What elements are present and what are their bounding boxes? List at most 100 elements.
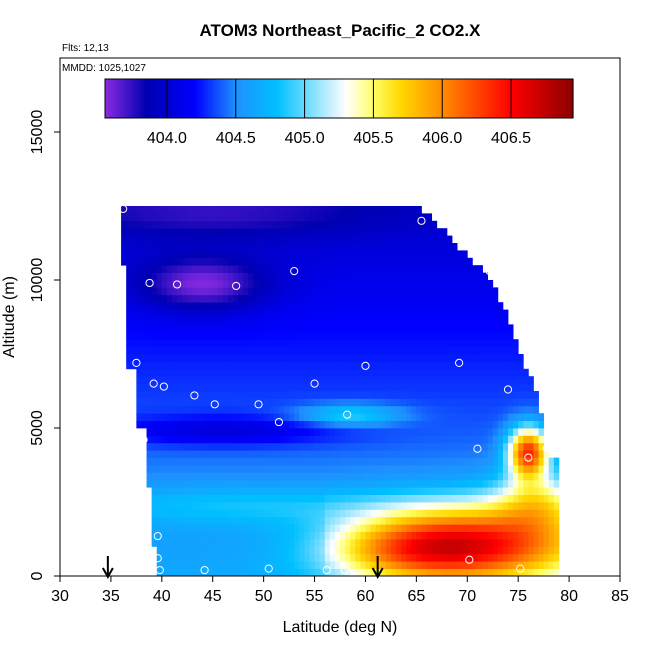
heatmap-cell	[314, 206, 321, 214]
heatmap-cell	[202, 442, 209, 451]
heatmap-cell	[446, 361, 453, 370]
colorbar-strip	[486, 79, 490, 118]
heatmap-cell	[299, 539, 305, 547]
heatmap-cell	[406, 494, 412, 503]
heatmap-cell	[212, 213, 219, 222]
heatmap-cell	[268, 472, 275, 481]
heatmap-cell	[421, 428, 427, 436]
heatmap-cell	[248, 516, 254, 525]
heatmap-cell	[141, 265, 147, 273]
heatmap-cell	[243, 235, 249, 244]
heatmap-cell	[202, 502, 209, 510]
heatmap-cell	[462, 509, 468, 518]
heatmap-cell	[380, 324, 387, 333]
heatmap-cell	[508, 465, 514, 473]
heatmap-cell	[258, 442, 265, 451]
heatmap-cell	[441, 331, 448, 340]
heatmap-cell	[304, 442, 310, 451]
heatmap-cell	[268, 368, 275, 377]
heatmap-cell	[268, 457, 275, 466]
heatmap-cell	[263, 220, 270, 229]
heatmap-cell	[172, 553, 178, 562]
heatmap-cell	[309, 265, 315, 273]
heatmap-cell	[284, 346, 290, 355]
heatmap-cell	[360, 250, 366, 259]
heatmap-cell	[294, 391, 300, 399]
colorbar-strip	[521, 79, 525, 118]
measurement-point	[455, 358, 464, 367]
heatmap-cell	[497, 391, 504, 399]
heatmap-cell	[365, 457, 371, 466]
heatmap-cell	[355, 302, 361, 310]
heatmap-cell	[253, 206, 259, 214]
heatmap-cell	[197, 220, 203, 229]
heatmap-cell	[197, 339, 203, 347]
measurement-point	[153, 554, 162, 563]
heatmap-cell	[182, 442, 188, 451]
heatmap-cell	[401, 531, 407, 540]
heatmap-cell	[278, 213, 285, 222]
heatmap-cell	[263, 479, 270, 488]
heatmap-cell	[197, 428, 203, 436]
heatmap-cell	[182, 391, 188, 399]
colorbar-strip	[259, 79, 263, 118]
heatmap-cell	[304, 272, 310, 281]
heatmap-cell	[508, 472, 514, 481]
heatmap-cell	[538, 494, 545, 503]
heatmap-cell	[365, 413, 371, 421]
heatmap-cell	[406, 531, 412, 540]
heatmap-cell	[146, 302, 153, 310]
heatmap-cell	[263, 354, 270, 362]
heatmap-cell	[151, 302, 158, 310]
heatmap-cell	[350, 472, 356, 481]
heatmap-cell	[472, 280, 478, 288]
heatmap-cell	[528, 457, 534, 466]
heatmap-cell	[131, 235, 137, 244]
heatmap-cell	[202, 546, 209, 555]
heatmap-cell	[222, 368, 229, 377]
heatmap-cell	[380, 457, 387, 466]
heatmap-cell	[396, 302, 402, 310]
heatmap-cell	[411, 361, 417, 370]
heatmap-cell	[396, 220, 402, 229]
heatmap-cell	[222, 479, 229, 488]
heatmap-cell	[441, 553, 448, 562]
heatmap-cell	[319, 220, 326, 229]
heatmap-cell	[182, 368, 188, 377]
heatmap-cell	[487, 457, 494, 466]
heatmap-cell	[375, 472, 382, 481]
heatmap-cell	[411, 317, 417, 325]
heatmap-cell	[385, 272, 392, 281]
colorbar-strip	[568, 79, 572, 118]
heatmap-cell	[340, 442, 346, 451]
heatmap-cell	[228, 294, 234, 303]
heatmap-cell	[375, 539, 382, 547]
heatmap-cell	[355, 235, 361, 244]
colorbar-strip	[278, 79, 282, 118]
heatmap-cell	[202, 302, 209, 310]
heatmap-cell	[340, 531, 346, 540]
heatmap-cell	[182, 265, 188, 273]
colorbar-strip	[544, 79, 548, 118]
heatmap-cell	[166, 220, 173, 229]
heatmap-cell	[380, 561, 387, 569]
heatmap-cell	[187, 472, 193, 481]
heatmap-cell	[477, 546, 483, 555]
heatmap-cell	[446, 265, 453, 273]
heatmap-cell	[446, 309, 453, 318]
heatmap-cell	[345, 294, 351, 303]
heatmap-cell	[258, 368, 265, 377]
heatmap-cell	[446, 487, 453, 495]
heatmap-cell	[243, 346, 249, 355]
heatmap-cell	[462, 376, 468, 384]
heatmap-cell	[543, 516, 550, 525]
heatmap-cell	[329, 546, 336, 555]
heatmap-cell	[421, 546, 427, 555]
heatmap-cell	[192, 472, 198, 481]
heatmap-cell	[441, 257, 448, 266]
heatmap-cell	[401, 272, 407, 281]
heatmap-cell	[151, 457, 158, 466]
heatmap-cell	[233, 561, 239, 569]
heatmap-cell	[248, 339, 254, 347]
heatmap-cell	[217, 450, 224, 458]
